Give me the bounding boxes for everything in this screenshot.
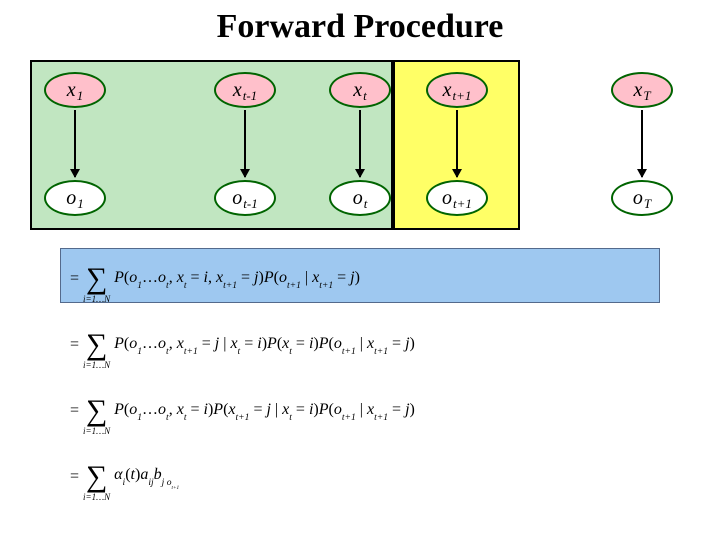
equation-line-3: = ∑i=1…Nαi(t)aijbj ot+1 — [70, 452, 179, 502]
emission-arrow-2 — [359, 110, 361, 177]
obs-node-o-1: ot-1 — [214, 180, 276, 216]
state-node-x-3: xt+1 — [426, 72, 488, 108]
slide-title: Forward Procedure — [0, 8, 720, 46]
obs-node-o-4: oT — [611, 180, 673, 216]
equation-line-2: = ∑i=1…NP(o1…ot, xt = i)P(xt+1 = j | xt … — [70, 386, 415, 436]
emission-arrow-4 — [641, 110, 643, 177]
state-node-x-2: xt — [329, 72, 391, 108]
obs-node-o-3: ot+1 — [426, 180, 488, 216]
obs-node-o-0: o1 — [44, 180, 106, 216]
state-node-x-0: x1 — [44, 72, 106, 108]
emission-arrow-0 — [74, 110, 76, 177]
slide: Forward Procedure x1 o1 xt-1 ot-1 xt ot xt+1 ot… — [0, 0, 720, 540]
emission-arrow-3 — [456, 110, 458, 177]
equation-line-0: = ∑i=1…NP(o1…ot, xt = i, xt+1 = j)P(ot+1… — [70, 254, 360, 304]
emission-arrow-1 — [244, 110, 246, 177]
state-node-x-4: xT — [611, 72, 673, 108]
state-node-x-1: xt-1 — [214, 72, 276, 108]
equation-line-1: = ∑i=1…NP(o1…ot, xt+1 = j | xt = i)P(xt … — [70, 320, 415, 370]
obs-node-o-2: ot — [329, 180, 391, 216]
